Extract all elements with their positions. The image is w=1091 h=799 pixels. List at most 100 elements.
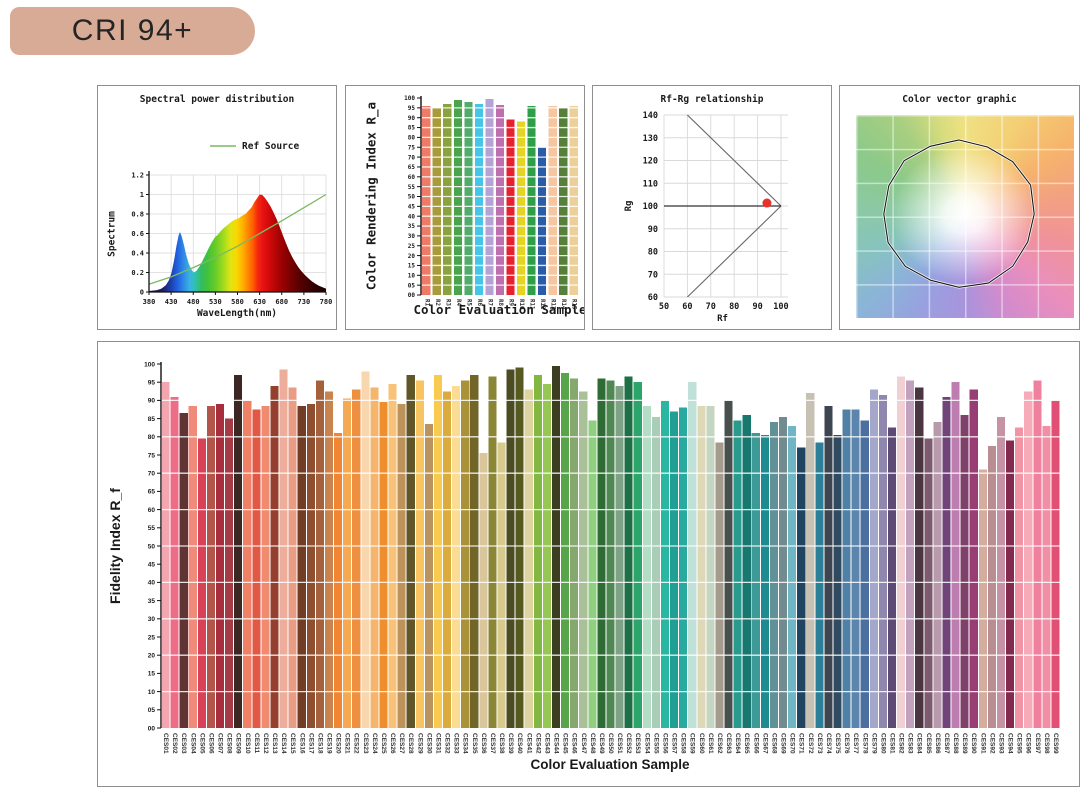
bar-R3 <box>443 103 452 295</box>
x-tick-label: CES77 <box>852 733 859 754</box>
y-tick-label: 70 <box>408 154 416 161</box>
x-tick-label: CES92 <box>988 733 995 754</box>
x-tick-label: CES52 <box>625 733 632 754</box>
bar-CES40 <box>515 367 524 728</box>
y-tick-label: 65 <box>408 164 416 171</box>
bar-CES11 <box>252 409 261 728</box>
x-tick-label: 680 <box>275 298 288 306</box>
x-tick-label: CES65 <box>743 733 750 754</box>
legend: Ref Source <box>210 141 299 152</box>
y-tick-label: 100 <box>404 95 415 102</box>
x-tick-label: CES87 <box>943 733 950 754</box>
x-tick-label: 480 <box>187 298 200 306</box>
bar-CES68 <box>769 422 778 728</box>
x-tick-label: CES60 <box>698 733 705 754</box>
x-tick-label: CES33 <box>453 733 460 754</box>
x-tick-label: CES08 <box>226 733 233 754</box>
y-tick-label: 55 <box>148 525 156 532</box>
x-tick-label: CES32 <box>444 733 451 754</box>
x-tick-label: CES94 <box>1007 733 1014 754</box>
bar-CES18 <box>315 380 324 728</box>
bar-CES28 <box>406 374 415 728</box>
bar-CES78 <box>860 420 869 728</box>
x-tick-label: 380 <box>143 298 156 306</box>
ra-panel: 00 05 10 15 20 25 30 35 40 45 50 55 60 65 70 75 80 85 90 95… <box>345 85 585 330</box>
y-tick-label: 55 <box>408 184 416 191</box>
spd-title: Spectral power distribution <box>139 94 295 105</box>
y-tick-label: 0.8 <box>131 210 144 218</box>
envelope-line <box>687 205 782 298</box>
bar-CES22 <box>352 389 361 728</box>
bar-CES73 <box>815 442 824 728</box>
x-tick-label: R5 <box>465 299 471 306</box>
color-vector-polygon-halo <box>882 138 1036 289</box>
bar-CES06 <box>206 405 215 728</box>
x-tick-label: 60 <box>682 302 692 312</box>
y-tick-label: 70 <box>648 270 658 280</box>
bar-CES88 <box>951 382 960 728</box>
x-tick-label: 50 <box>659 302 669 312</box>
x-tick-label: 100 <box>773 302 788 312</box>
x-tick-label: CES66 <box>752 733 759 754</box>
bar-CES26 <box>388 384 397 728</box>
spd-plot: 0 0.2 0.4 0.6 0.8 1 1.2 380 430 480 530 580 630 680 73… <box>131 171 332 306</box>
x-tick-label: CES19 <box>325 733 332 754</box>
bar-R8 <box>495 104 505 296</box>
x-tick-label: CES63 <box>725 733 732 754</box>
bar-CES97 <box>1033 380 1042 728</box>
bar-CES25 <box>379 402 388 728</box>
x-axis-title: WaveLength(nm) <box>197 308 277 319</box>
envelope-line <box>687 114 782 207</box>
color-vector-polygon <box>883 139 1035 288</box>
bar-CES74 <box>824 405 833 728</box>
x-tick-label: CES12 <box>262 733 269 754</box>
bar-CES83 <box>906 380 915 728</box>
y-tick-label: 85 <box>408 125 416 132</box>
x-tick-label: CES89 <box>961 733 968 754</box>
x-tick-label: CES25 <box>380 733 387 754</box>
bar-CES75 <box>833 434 842 728</box>
x-tick-label: CES45 <box>562 733 569 754</box>
x-tick-label: CES16 <box>298 733 305 754</box>
x-tick-label: CES47 <box>580 733 587 754</box>
x-tick-label: CES44 <box>553 733 560 754</box>
bar-CES36 <box>479 453 488 728</box>
x-tick-label: CES75 <box>834 733 841 754</box>
bar-CES95 <box>1015 427 1024 728</box>
bar-CES20 <box>334 433 343 728</box>
bar-R6 <box>474 103 484 295</box>
y-tick-label: 15 <box>148 671 156 678</box>
header-chip: CRI 94+ <box>10 7 255 55</box>
x-tick-label: CES10 <box>244 733 251 754</box>
x-tick-label: CES38 <box>498 733 505 754</box>
cvg-panel: Color vector graphic <box>839 85 1080 330</box>
y-tick-label: 75 <box>408 144 416 151</box>
y-tick-label: 60 <box>148 507 156 514</box>
x-tick-label: CES62 <box>716 733 723 754</box>
y-tick-label: 95 <box>148 380 156 387</box>
x-tick-label: CES59 <box>689 733 696 754</box>
y-tick-label: 40 <box>148 580 156 587</box>
y-tick-label: 80 <box>148 434 156 441</box>
x-tick-label: CES05 <box>198 733 205 754</box>
bar-CES66 <box>751 433 760 728</box>
bar-CES35 <box>470 374 479 728</box>
bar-CES69 <box>778 416 788 728</box>
bar-CES31 <box>433 374 443 728</box>
y-tick-label: 110 <box>643 179 658 189</box>
x-tick-label: CES11 <box>253 733 260 754</box>
x-tick-label: CES64 <box>734 733 741 754</box>
y-tick-label: 70 <box>148 471 156 478</box>
x-tick-label: R11 <box>529 299 535 310</box>
bar-CES53 <box>633 382 642 728</box>
x-tick-label: 580 <box>231 298 244 306</box>
x-tick-label: CES83 <box>907 733 914 754</box>
bar-CES13 <box>270 385 279 728</box>
y-tick-label: 15 <box>408 263 416 270</box>
x-tick-label: R14 <box>560 299 566 310</box>
x-tick-label: CES70 <box>789 733 796 754</box>
x-tick-label: 430 <box>165 298 178 306</box>
x-tick-label: CES29 <box>416 733 423 754</box>
